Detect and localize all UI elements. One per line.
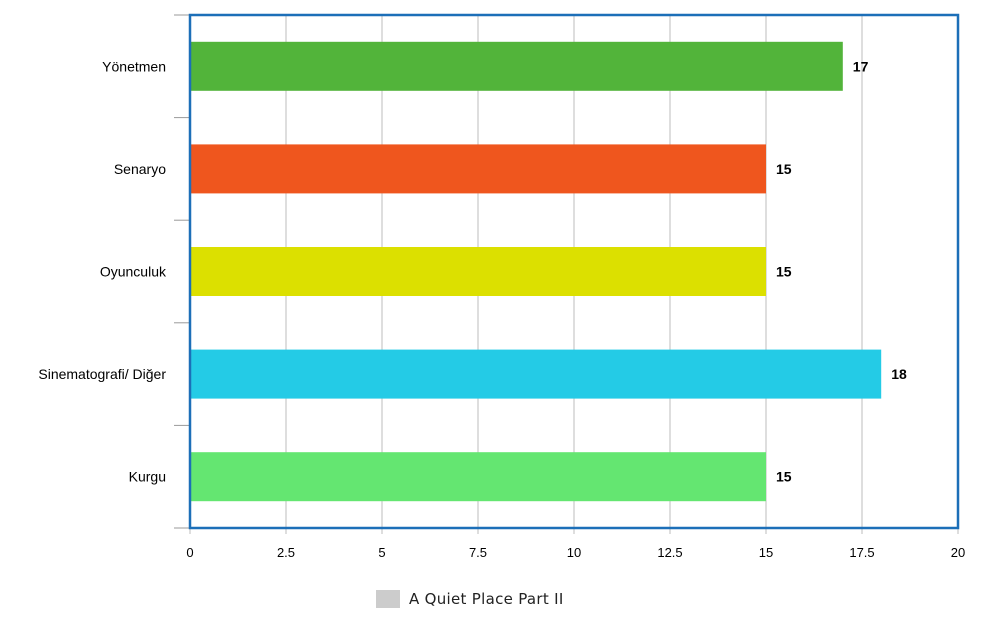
x-tick-label: 17.5 [849, 545, 874, 560]
category-label: Oyunculuk [100, 264, 167, 280]
bar [190, 452, 766, 502]
x-tick-label: 12.5 [657, 545, 682, 560]
value-label: 15 [776, 161, 792, 177]
bar-chart: 0 2.5 5 7.5 10 12.5 15 17.5 20 Yönetmen 17 Senaryo 1… [38, 13, 965, 560]
bars [190, 41, 882, 502]
plot-frame [188, 13, 960, 530]
legend: A Quiet Place Part II [376, 588, 564, 610]
labels: 0 2.5 5 7.5 10 12.5 15 17.5 20 Yönetmen 17 Senaryo 1… [38, 58, 965, 560]
x-tick-label: 15 [759, 545, 773, 560]
category-label: Sinematografi/ Diğer [38, 366, 166, 382]
x-tick-label: 20 [951, 545, 965, 560]
bar [190, 144, 766, 194]
value-label: 18 [891, 366, 907, 382]
x-tick-label: 7.5 [469, 545, 487, 560]
value-label: 15 [776, 469, 792, 485]
category-label: Kurgu [129, 469, 166, 485]
value-label: 17 [853, 58, 869, 74]
bar [190, 349, 882, 399]
x-tick-label: 0 [186, 545, 193, 560]
x-tick-label: 10 [567, 545, 581, 560]
bar [190, 41, 843, 91]
x-tick-label: 5 [378, 545, 385, 560]
x-tick-label: 2.5 [277, 545, 295, 560]
category-label: Senaryo [114, 161, 166, 177]
category-label: Yönetmen [102, 58, 166, 74]
legend-swatch [376, 590, 400, 608]
bar [190, 247, 766, 296]
value-label: 15 [776, 264, 792, 280]
legend-label: A Quiet Place Part II [409, 590, 564, 608]
